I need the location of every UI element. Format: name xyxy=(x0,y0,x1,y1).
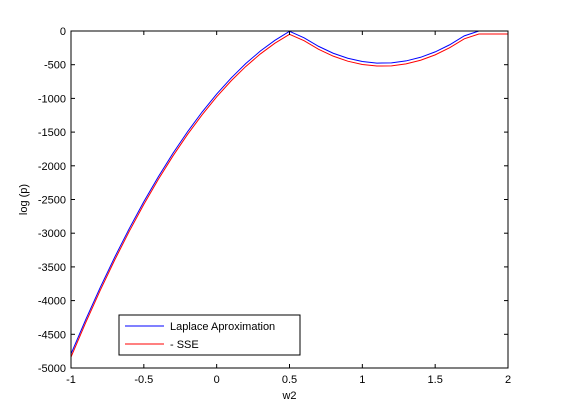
x-axis-label: w2 xyxy=(281,390,296,402)
y-tick-label: -500 xyxy=(44,60,66,72)
x-tick-label: 2 xyxy=(505,374,511,386)
legend: Laplace Aproximation - SSE xyxy=(118,314,301,356)
y-tick-label: -3000 xyxy=(38,228,66,240)
y-tick-label: -4000 xyxy=(38,296,66,308)
y-tick-label: -1500 xyxy=(38,127,66,139)
y-axis-label: log (p) xyxy=(18,184,30,215)
x-tick-label: -0.5 xyxy=(134,374,153,386)
y-tick-label: -5000 xyxy=(38,363,66,375)
y-tick-label: -4500 xyxy=(38,329,66,341)
y-tick-label: 0 xyxy=(60,26,66,38)
x-tick-label: 0 xyxy=(214,374,220,386)
legend-box xyxy=(118,314,301,356)
legend-label-laplace: Laplace Aproximation xyxy=(170,321,275,333)
y-tick-label: -2000 xyxy=(38,161,66,173)
axes-layer: -1 -0.5 0 0.5 1 1.5 2 0 -500 -1000 -1500 -2000 -2500… xyxy=(38,26,511,386)
y-tick-label: -2500 xyxy=(38,195,66,207)
y-tick-label: -3500 xyxy=(38,262,66,274)
legend-label-sse: - SSE xyxy=(170,339,199,351)
x-tick-label: 1.5 xyxy=(428,374,443,386)
x-tick-label: 0.5 xyxy=(282,374,297,386)
plot-area xyxy=(71,31,508,368)
y-tick-label: -1000 xyxy=(38,93,66,105)
x-tick-label: 1 xyxy=(359,374,365,386)
x-tick-label: -1 xyxy=(66,374,76,386)
